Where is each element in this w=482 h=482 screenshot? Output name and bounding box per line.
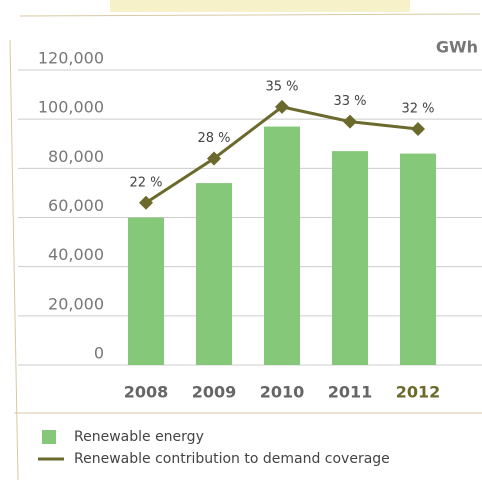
line-marker [139,195,153,210]
y-tick-label: 120,000 [38,49,104,68]
y-tick-label: 20,000 [48,294,104,313]
bar [128,217,164,365]
y-tick-label: 100,000 [38,98,104,117]
y-tick-label: 80,000 [48,147,104,166]
bar [332,151,368,365]
bar [196,183,232,365]
legend-swatch [42,430,56,444]
data-label: 33 % [333,94,366,109]
y-tick-label: 60,000 [48,196,104,215]
decor-tab [110,0,410,12]
data-label: 35 % [265,79,298,94]
data-label: 22 % [129,175,162,190]
legend-label: Renewable contribution to demand coverag… [74,451,390,467]
decor-line [9,39,19,481]
data-label: 28 % [197,131,230,146]
line-marker [343,114,357,129]
legend-label: Renewable energy [74,429,204,445]
x-tick-label: 2009 [192,383,237,402]
bar [400,153,436,365]
line-marker [275,99,289,114]
bar [264,126,300,366]
x-tick-label: 2012 [396,383,441,402]
line-marker [411,122,425,136]
data-label: 32 % [401,102,434,117]
x-tick-label: 2010 [260,383,305,402]
x-tick-label: 2008 [124,383,169,402]
y-tick-label: 40,000 [48,245,104,264]
x-tick-label: 2011 [328,383,373,402]
line-marker [207,151,221,166]
decor-line [19,13,481,17]
y-tick-label: 0 [94,344,104,363]
y-axis-label: GWh [436,38,478,57]
